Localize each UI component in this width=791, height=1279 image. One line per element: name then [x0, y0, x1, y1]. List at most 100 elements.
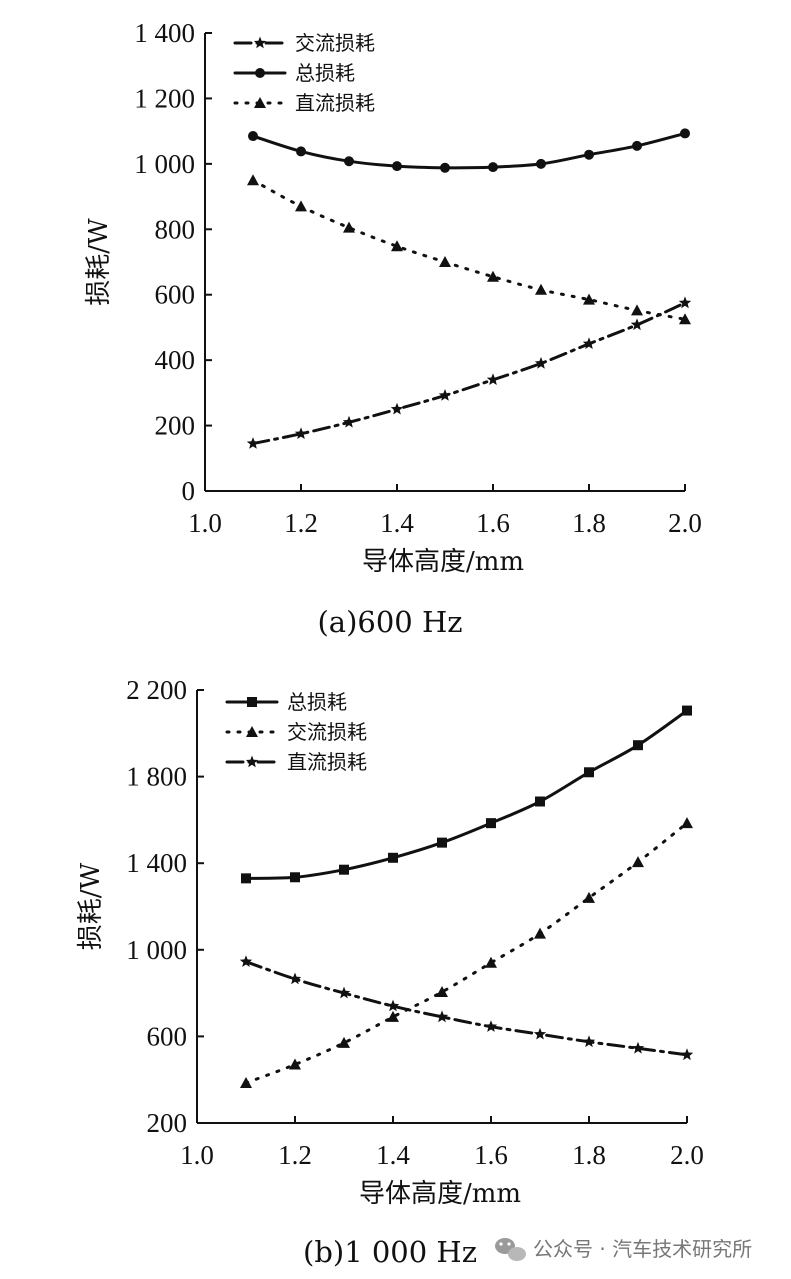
- data-point-star: [680, 1048, 694, 1061]
- chart-b-1000hz: 200 600 1 000 1 400 1 800 2 200 1.0 1.2 1.4 1.6 1.…: [76, 675, 704, 1209]
- data-point-triangle: [583, 293, 595, 305]
- y-tick-label: 400: [155, 345, 196, 375]
- data-point-triangle: [439, 256, 451, 267]
- data-point-star: [630, 318, 644, 331]
- x-tick-label: 1.0: [188, 508, 222, 538]
- x-tick-label: 1.2: [278, 1140, 312, 1170]
- data-point-triangle: [679, 313, 691, 325]
- data-point-circle: [344, 156, 354, 167]
- data-point-circle: [584, 149, 594, 160]
- data-point-star: [342, 415, 356, 428]
- legend-label: 交流损耗: [295, 31, 375, 55]
- y-tick-label: 0: [182, 476, 196, 506]
- data-point-star: [484, 1020, 498, 1032]
- data-point-star: [294, 427, 308, 439]
- data-point-triangle: [289, 1058, 301, 1070]
- data-point-circle: [632, 140, 642, 151]
- data-point-triangle: [247, 174, 259, 186]
- y-axis-title: 损耗/W: [76, 862, 106, 950]
- legend-label: 总损耗: [295, 61, 355, 85]
- data-point-star: [435, 1010, 449, 1023]
- x-tick-label: 1.2: [284, 508, 318, 538]
- legend-label: 交流损耗: [287, 720, 367, 744]
- data-point-star: [533, 1027, 547, 1040]
- y-tick-label: 1 400: [126, 848, 187, 878]
- series-line-1: [244, 709, 689, 880]
- data-point-circle: [296, 146, 306, 157]
- x-tick-label: 1.4: [380, 508, 414, 538]
- data-point-star: [534, 356, 548, 369]
- y-tick-label: 200: [155, 411, 196, 441]
- series-line-1: [251, 301, 687, 446]
- data-point-square: [682, 705, 692, 716]
- data-point-circle: [392, 161, 402, 172]
- data-point-star: [390, 402, 404, 415]
- watermark: 公众号 · 汽车技术研究所: [495, 1237, 752, 1261]
- y-tick-label: 600: [147, 1021, 188, 1051]
- y-tick-label: 800: [155, 214, 196, 244]
- data-point-triangle: [631, 304, 643, 316]
- x-tick-label: 2.0: [668, 508, 702, 538]
- legend-marker-star: [253, 36, 267, 49]
- data-point-square: [388, 852, 398, 863]
- legend-label: 直流损耗: [287, 750, 367, 774]
- x-tick-label: 2.0: [670, 1140, 704, 1170]
- data-point-star: [678, 296, 692, 309]
- y-tick-label: 600: [155, 280, 196, 310]
- data-point-circle: [248, 131, 258, 142]
- data-point-star: [239, 955, 253, 967]
- data-point-triangle: [387, 1010, 399, 1022]
- data-point-square: [437, 837, 447, 848]
- data-point-circle: [488, 162, 498, 173]
- data-point-circle: [680, 128, 690, 139]
- wechat-icon: [495, 1238, 526, 1261]
- data-point-triangle: [535, 283, 547, 295]
- data-point-star: [337, 986, 351, 999]
- data-point-triangle: [295, 200, 307, 212]
- series-line-2: [244, 821, 689, 1085]
- legend-marker-triangle: [254, 97, 266, 108]
- data-point-star: [386, 999, 400, 1012]
- legend-marker-circle: [255, 68, 265, 78]
- data-point-triangle: [391, 240, 403, 252]
- data-point-star: [288, 972, 302, 985]
- legend-marker-square: [247, 697, 257, 707]
- x-tick-label: 1.6: [474, 1140, 508, 1170]
- y-tick-label: 1 200: [134, 83, 195, 113]
- data-point-square: [486, 818, 496, 829]
- legend-marker-triangle: [246, 726, 258, 737]
- data-point-star: [631, 1041, 645, 1054]
- caption-b: (b)1 000 Hz: [303, 1235, 477, 1269]
- data-point-triangle: [534, 927, 546, 939]
- data-point-triangle: [583, 891, 595, 903]
- legend-label: 总损耗: [287, 690, 347, 714]
- y-tick-label: 2 200: [126, 675, 187, 705]
- data-point-triangle: [487, 270, 499, 282]
- data-point-star: [582, 1035, 596, 1048]
- data-point-square: [290, 872, 300, 883]
- chart-a-600hz: 0 200 400 600 800 1 000 1 200 1 400 1.0 1.2 1.4 1.6…: [84, 18, 702, 577]
- data-point-star: [582, 337, 596, 349]
- data-point-star: [246, 437, 260, 449]
- x-axis-title: 导体高度/mm: [362, 547, 524, 577]
- series-line-3: [244, 960, 689, 1057]
- x-tick-label: 1.4: [376, 1140, 410, 1170]
- data-point-circle: [440, 162, 450, 173]
- y-tick-label: 1 000: [126, 935, 187, 965]
- y-axis-title: 损耗/W: [84, 218, 114, 306]
- data-point-triangle: [681, 817, 693, 829]
- data-point-square: [339, 864, 349, 875]
- legend-label: 直流损耗: [295, 91, 375, 115]
- y-tick-label: 1 800: [126, 762, 187, 792]
- data-point-triangle: [436, 986, 448, 998]
- y-tick-label: 1 400: [134, 18, 195, 48]
- data-point-triangle: [240, 1076, 252, 1088]
- watermark-text: 公众号 · 汽车技术研究所: [533, 1237, 752, 1261]
- series-line-2: [251, 131, 687, 170]
- data-point-triangle: [485, 956, 497, 968]
- data-point-square: [241, 873, 251, 884]
- x-tick-label: 1.8: [572, 1140, 606, 1170]
- data-point-triangle: [343, 221, 355, 233]
- legend-marker-star: [245, 755, 259, 768]
- x-axis-title: 导体高度/mm: [359, 1179, 521, 1209]
